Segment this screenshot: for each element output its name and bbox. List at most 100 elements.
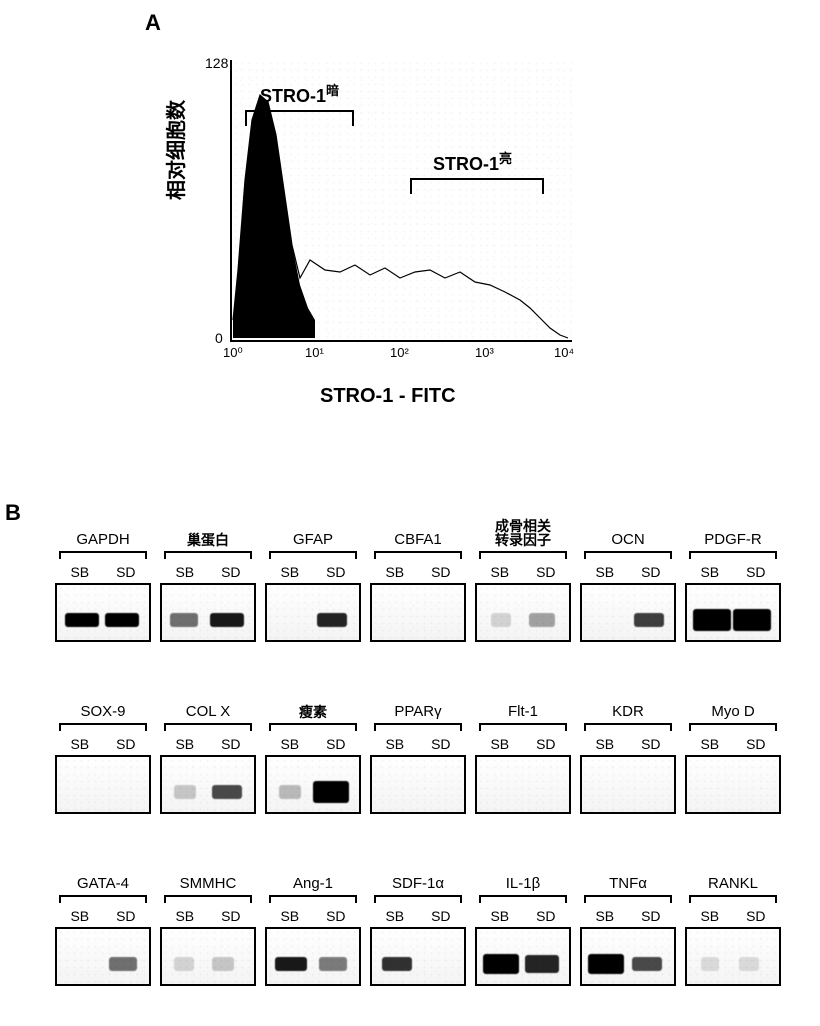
lane-label: SB	[595, 736, 614, 752]
gel-column: Ang-1 SB SD	[265, 854, 361, 986]
lane-label: SD	[326, 908, 345, 924]
gel-column: 瘦素 SBSD	[265, 682, 361, 814]
gel-column: GATA-4SBSD	[55, 854, 151, 986]
lane-label: SB	[280, 908, 299, 924]
gel-band	[109, 957, 137, 971]
x-tick-1: 10¹	[305, 345, 324, 360]
lane-labels: SB SD	[57, 908, 149, 924]
lane-label: SB	[595, 564, 614, 580]
lane-label: SD	[221, 564, 240, 580]
x-tick-0: 10⁰	[223, 345, 243, 361]
gel-column: 巢蛋白SBSD	[160, 510, 256, 642]
lane-label: SD	[431, 564, 450, 580]
lane-bracket	[372, 720, 464, 736]
lane-label: SD	[431, 908, 450, 924]
gene-label: 瘦素	[299, 682, 327, 720]
lane-label: SD	[116, 736, 135, 752]
x-axis-label: STRO-1 - FITC	[320, 385, 456, 408]
gel-box	[370, 927, 466, 986]
gene-label: PDGF-R	[704, 510, 762, 548]
lane-bracket	[582, 892, 674, 908]
gel-column: RANKLSBSD	[685, 854, 781, 986]
gel-column: KDR SBSD	[580, 682, 676, 814]
lane-bracket	[267, 720, 359, 736]
gel-box	[370, 755, 466, 814]
gel-box	[160, 583, 256, 642]
gene-label: KDR	[612, 682, 644, 720]
gel-column: OCNSBSD	[580, 510, 676, 642]
gel-band	[693, 609, 731, 631]
gel-band	[212, 957, 234, 971]
lane-labels: SBSD	[372, 908, 464, 924]
gene-label: CBFA1	[394, 510, 442, 548]
gene-label: Ang-1	[293, 854, 333, 892]
lane-labels: SBSD	[582, 736, 674, 752]
gene-label: SOX-9	[80, 682, 125, 720]
gel-band	[65, 613, 99, 627]
gene-label: GFAP	[293, 510, 333, 548]
panel-b: GAPDHSBSD巢蛋白SBSDGFAPSBSDCBFA1SBSD成骨相关 转录…	[55, 510, 795, 1026]
gene-label: Flt-1	[508, 682, 538, 720]
lane-bracket	[267, 548, 359, 564]
gel-box	[55, 927, 151, 986]
lane-bracket	[687, 892, 779, 908]
lane-labels: SBSD	[582, 908, 674, 924]
lane-bracket	[57, 720, 149, 736]
gene-label: COL X	[186, 682, 230, 720]
lane-labels: SBSD	[687, 564, 779, 580]
lane-bracket	[687, 720, 779, 736]
lane-bracket	[57, 892, 149, 908]
lane-bracket	[57, 548, 149, 564]
gel-band	[491, 613, 511, 627]
lane-label: SD	[116, 564, 135, 580]
gel-box	[55, 755, 151, 814]
gel-band	[317, 613, 347, 627]
lane-label: SD	[641, 564, 660, 580]
y-zero: 0	[215, 330, 223, 346]
y-axis-label: 相对细胞数	[160, 100, 189, 200]
lane-labels: SBSD	[267, 736, 359, 752]
gel-box	[370, 583, 466, 642]
lane-bracket	[582, 720, 674, 736]
lane-label: SD	[431, 736, 450, 752]
gel-box	[265, 755, 361, 814]
gel-band	[632, 957, 662, 971]
lane-label: SB	[70, 908, 89, 924]
lane-label: SD	[536, 736, 555, 752]
lane-label: SB	[175, 908, 194, 924]
gel-band	[319, 957, 347, 971]
gel-row: SOX-9SBSDCOL XSBSD瘦素SBSDPPARγSBSDFlt-1SB…	[55, 682, 795, 814]
lane-label: SD	[746, 736, 765, 752]
gel-row: GAPDHSBSD巢蛋白SBSDGFAPSBSDCBFA1SBSD成骨相关 转录…	[55, 510, 795, 642]
lane-label: SD	[116, 908, 135, 924]
lane-labels: SBSD	[162, 908, 254, 924]
lane-label: SB	[700, 908, 719, 924]
gate-dim-text: STRO-1	[260, 86, 326, 106]
lane-bracket	[687, 548, 779, 564]
gel-column: 成骨相关 转录因子 SBSD	[475, 510, 571, 642]
gel-band	[170, 613, 198, 627]
gate-dim-bar	[245, 110, 354, 126]
gel-box	[475, 583, 571, 642]
gel-band	[210, 613, 244, 627]
lane-labels: SBSD	[477, 564, 569, 580]
gene-label: 成骨相关 转录因子	[495, 510, 551, 548]
lane-bracket	[582, 548, 674, 564]
gel-box	[685, 927, 781, 986]
lane-bracket	[477, 892, 569, 908]
x-tick-3: 10³	[475, 345, 494, 360]
gel-band	[212, 785, 242, 799]
lane-labels: SBSD	[687, 908, 779, 924]
gel-box	[475, 755, 571, 814]
gate-dim-sup: 暗	[326, 83, 339, 98]
lane-label: SB	[385, 736, 404, 752]
gel-column: PDGF-R SBSD	[685, 510, 781, 642]
x-tick-2: 10²	[390, 345, 409, 360]
lane-label: SB	[280, 736, 299, 752]
lane-bracket	[162, 720, 254, 736]
gel-column: GAPDHSBSD	[55, 510, 151, 642]
gel-box	[685, 755, 781, 814]
lane-labels: SBSD	[477, 908, 569, 924]
lane-label: SD	[641, 908, 660, 924]
lane-label: SD	[536, 564, 555, 580]
